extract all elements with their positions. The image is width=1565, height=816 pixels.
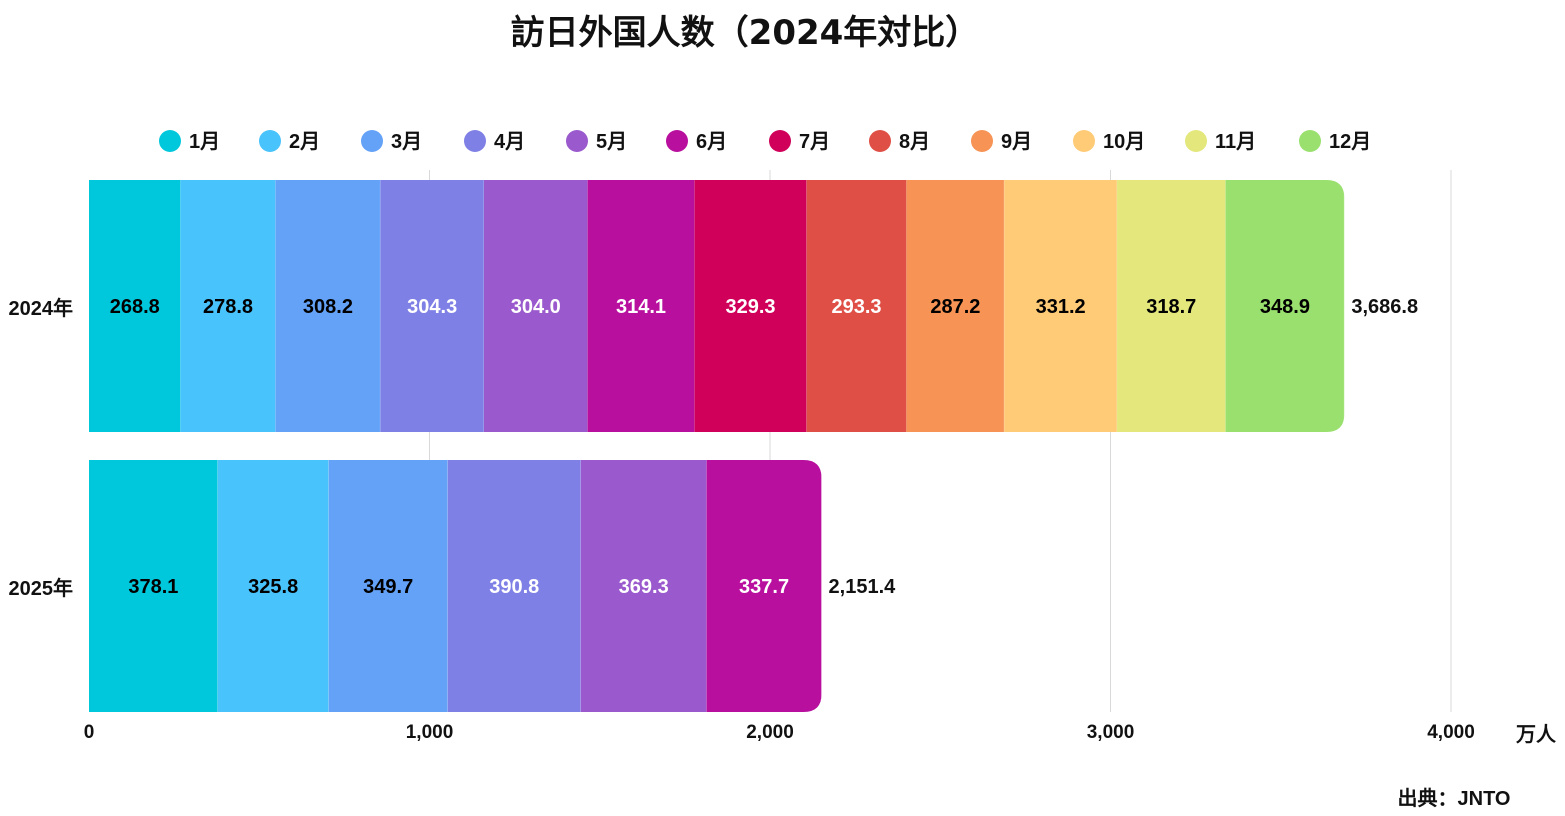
data-label: 349.7 xyxy=(363,576,413,598)
bar-segment xyxy=(275,180,381,432)
data-label: 390.8 xyxy=(489,576,539,598)
data-label: 329.3 xyxy=(726,296,776,318)
x-tick-label: 2,000 xyxy=(746,722,794,743)
x-tick-label: 1,000 xyxy=(406,722,454,743)
category-label: 2024年 xyxy=(9,296,74,320)
bar-segment xyxy=(89,180,181,432)
data-label: 314.1 xyxy=(616,296,666,318)
data-label: 369.3 xyxy=(619,576,669,598)
legend-label: 3月 xyxy=(391,131,422,153)
legend-marker xyxy=(464,130,486,152)
legend-label: 6月 xyxy=(696,131,727,153)
legend-label: 1月 xyxy=(189,131,220,153)
legend-label: 2月 xyxy=(289,131,320,153)
data-label: 293.3 xyxy=(832,296,882,318)
data-label: 331.2 xyxy=(1036,296,1086,318)
legend-marker xyxy=(971,130,993,152)
bar-segment xyxy=(1004,180,1118,432)
bar-segment xyxy=(1117,180,1226,432)
bars: 268.8 278.8 308.2 304.3 304.0 314.1 329.3 293.3… xyxy=(9,180,1418,712)
bar-segment xyxy=(217,460,329,712)
bar-segment xyxy=(447,460,581,712)
legend-marker xyxy=(1185,130,1207,152)
bar-segment xyxy=(694,180,807,432)
x-axis: 0 1,000 2,000 3,000 4,000 xyxy=(84,722,1475,743)
bar-group xyxy=(89,460,822,712)
legend-marker xyxy=(666,130,688,152)
x-tick-label: 3,000 xyxy=(1087,722,1135,743)
bar-segment xyxy=(706,460,822,712)
bar-segment xyxy=(587,180,695,432)
total-label: 3,686.8 xyxy=(1351,296,1418,318)
bar-segment xyxy=(484,180,588,432)
x-tick-label: 0 xyxy=(84,722,95,743)
bar-segment xyxy=(1225,180,1345,432)
data-label: 268.8 xyxy=(110,296,160,318)
bar-segment xyxy=(580,460,707,712)
data-label: 348.9 xyxy=(1260,296,1310,318)
legend-label: 8月 xyxy=(899,131,930,153)
legend-label: 9月 xyxy=(1001,131,1032,153)
legend-marker xyxy=(769,130,791,152)
legend-marker xyxy=(259,130,281,152)
chart-title: 訪日外国人数（2024年対比） xyxy=(511,13,980,53)
data-label: 325.8 xyxy=(248,576,298,598)
legend-label: 11月 xyxy=(1215,131,1256,153)
legend-marker xyxy=(869,130,891,152)
data-label: 278.8 xyxy=(203,296,253,318)
bar-segment xyxy=(380,180,485,432)
data-label: 304.0 xyxy=(511,296,561,318)
bar-segment xyxy=(89,460,218,712)
data-label: 287.2 xyxy=(930,296,980,318)
bar-segment xyxy=(328,460,448,712)
legend: 1月 2月 3月 4月 5月 6月 7月 8月 9月 10月 11月 12月 xyxy=(159,130,1371,153)
total-label: 2,151.4 xyxy=(829,576,897,598)
bar-segment xyxy=(806,180,907,432)
data-label: 378.1 xyxy=(128,576,178,598)
legend-marker xyxy=(159,130,181,152)
legend-label: 10月 xyxy=(1103,131,1145,153)
data-label: 308.2 xyxy=(303,296,353,318)
data-label: 318.7 xyxy=(1146,296,1196,318)
legend-marker xyxy=(566,130,588,152)
legend-label: 5月 xyxy=(596,131,627,153)
legend-label: 7月 xyxy=(799,131,830,153)
unit-label: 万人 xyxy=(1515,723,1557,746)
legend-marker xyxy=(361,130,383,152)
data-label: 337.7 xyxy=(739,576,789,598)
data-label: 304.3 xyxy=(407,296,457,318)
category-label: 2025年 xyxy=(9,576,74,600)
legend-label: 12月 xyxy=(1329,131,1371,153)
legend-marker xyxy=(1299,130,1321,152)
source-note: 出典：JNTO xyxy=(1398,786,1511,810)
bar-segment xyxy=(906,180,1005,432)
bar-segment xyxy=(180,180,276,432)
x-tick-label: 4,000 xyxy=(1427,722,1475,743)
bar-group xyxy=(89,180,1345,432)
legend-label: 4月 xyxy=(494,131,525,153)
legend-marker xyxy=(1073,130,1095,152)
